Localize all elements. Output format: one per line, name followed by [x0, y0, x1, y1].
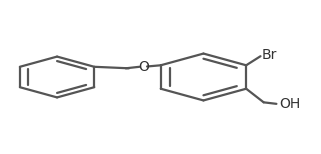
- Text: Br: Br: [262, 48, 277, 62]
- Text: OH: OH: [280, 97, 301, 111]
- Text: O: O: [138, 60, 149, 74]
